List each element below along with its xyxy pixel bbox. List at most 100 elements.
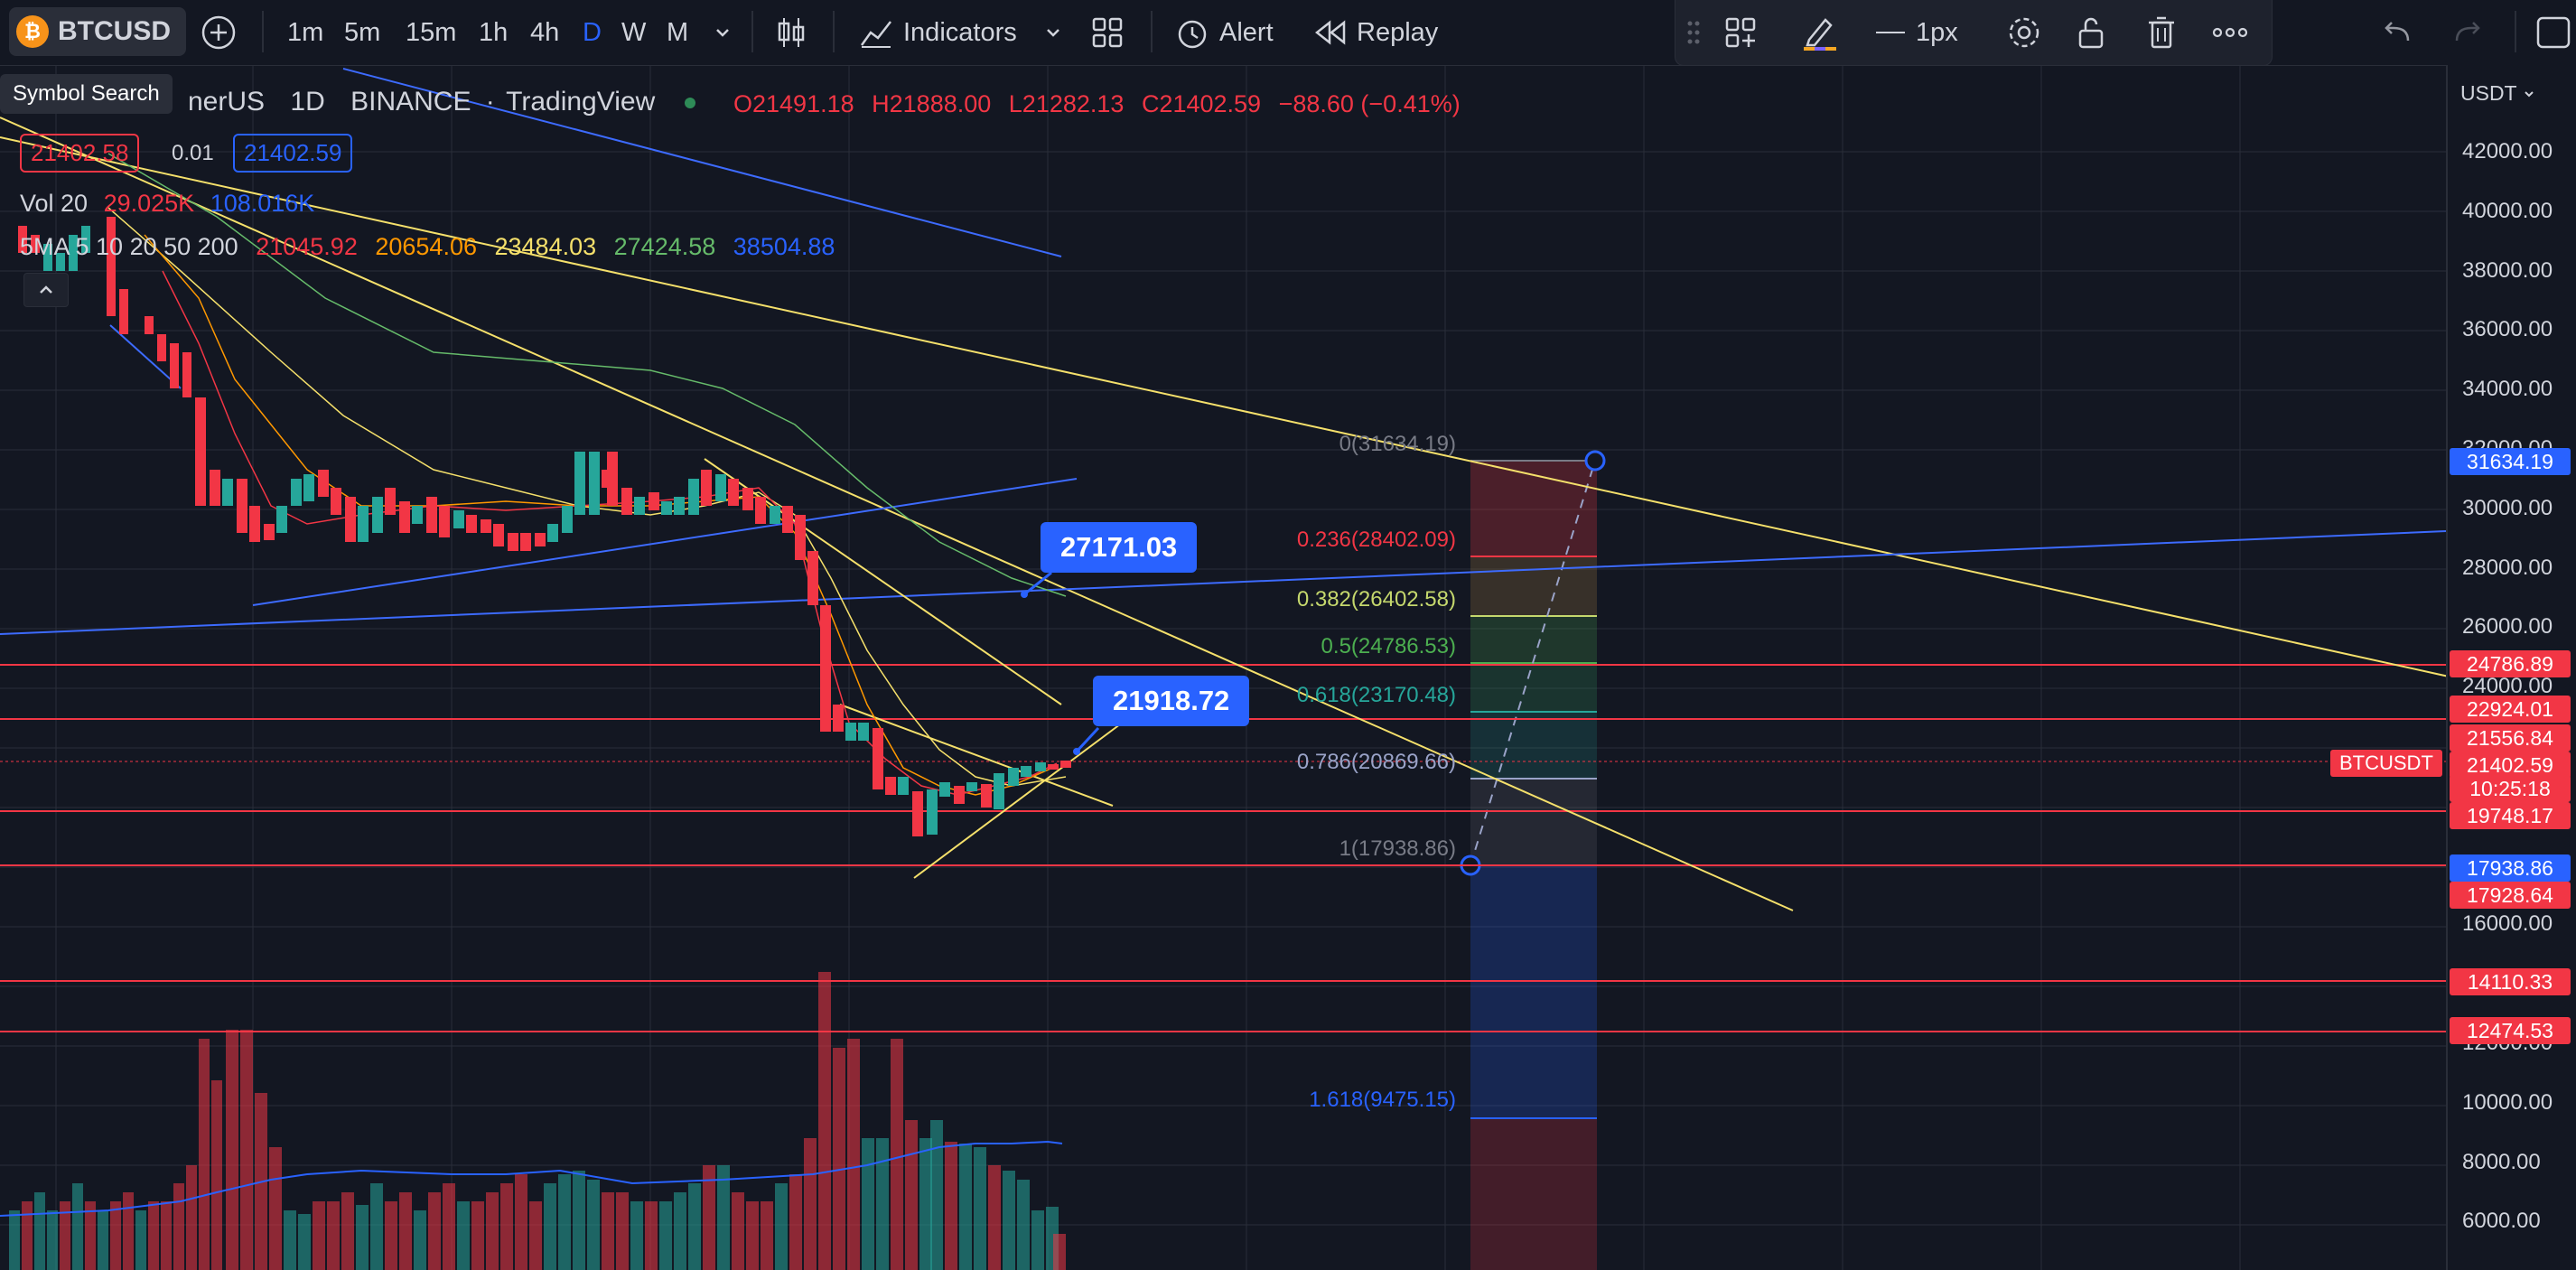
indicators-dropdown[interactable]: [1044, 0, 1062, 65]
lock-button[interactable]: [2075, 0, 2107, 65]
axis-tick-label: 26000.00: [2462, 614, 2553, 640]
redo-button[interactable]: [2451, 0, 2484, 65]
price-chart[interactable]: [0, 65, 2446, 1270]
chevron-down-icon: [2524, 91, 2534, 98]
trash-icon: [2149, 16, 2174, 49]
drag-handle-icon: [1687, 21, 1700, 44]
axis-price-tag: 17938.86: [2450, 854, 2571, 882]
line-width-button[interactable]: 1px: [1876, 0, 1958, 65]
spread-label: 0.01: [172, 141, 214, 165]
axis-price-tag: 10:25:18: [2450, 775, 2571, 802]
line-width-icon: [1876, 32, 1905, 33]
fib-level-0236: 0.236(28402.09): [1296, 528, 1456, 552]
ohlc-legend: O21491.18 H21888.00 L21282.13 C21402.59 …: [733, 90, 1461, 117]
price-callout-2[interactable]: 21918.72: [1093, 676, 1250, 726]
axis-price-tag: 17928.64: [2450, 882, 2571, 909]
axis-tick-label: 8000.00: [2462, 1149, 2541, 1174]
indicators-button[interactable]: Indicators: [858, 0, 1017, 65]
rewind-icon: [1315, 20, 1346, 45]
price-callout-1[interactable]: 27171.03: [1041, 522, 1198, 573]
axis-tick-label: 40000.00: [2462, 198, 2553, 223]
intervals-dropdown[interactable]: [714, 0, 732, 65]
axis-price-tag: 21402.59: [2450, 752, 2571, 779]
sell-button[interactable]: 21402.58: [20, 134, 140, 173]
axis-price-tag: 12474.53: [2450, 1017, 2571, 1044]
chevron-up-icon: [40, 285, 52, 294]
interval-15m[interactable]: 15m: [406, 17, 457, 47]
axis-tick-label: 16000.00: [2462, 911, 2553, 937]
add-symbol-button[interactable]: [201, 0, 237, 65]
symbol-price-tag: BTCUSDT: [2330, 750, 2442, 777]
interval-4h[interactable]: 4h: [530, 17, 560, 47]
delete-button[interactable]: [2145, 0, 2178, 65]
sma-legend: 5MA 5 10 20 50 200 21045.92 20654.06 234…: [20, 233, 835, 260]
chevron-down-icon: [716, 29, 729, 37]
symbol-legend: nerUS 1D BINANCE · TradingView: [188, 87, 695, 117]
axis-price-tag: 31634.19: [2450, 448, 2571, 475]
fib-level-0: 0(31634.19): [1339, 432, 1456, 456]
axis-price-tag: 21556.84: [2450, 724, 2571, 752]
template-button[interactable]: [1724, 0, 1757, 65]
interval-d[interactable]: D: [583, 17, 602, 47]
unlock-icon: [2078, 17, 2104, 49]
drawing-toolbar: 1px: [1675, 0, 2273, 66]
fib-level-0382: 0.382(26402.58): [1296, 587, 1456, 612]
symbol-search-tooltip: Symbol Search: [0, 74, 173, 114]
axis-tick-label: 38000.00: [2462, 257, 2553, 283]
line-color-button[interactable]: [1802, 0, 1838, 65]
templates-button[interactable]: [1091, 0, 1124, 65]
plus-circle-icon: [201, 15, 236, 50]
drag-handle[interactable]: [1685, 0, 1703, 65]
gear-icon: [2009, 17, 2039, 48]
axis-price-tag: 14110.33: [2450, 968, 2571, 995]
axis-price-tag: 24786.89: [2450, 650, 2571, 677]
axis-price-tag: 22924.01: [2450, 696, 2571, 723]
currency-selector[interactable]: USDT: [2460, 81, 2535, 106]
bitcoin-icon: ₿: [16, 15, 49, 48]
axis-tick-label: 34000.00: [2462, 377, 2553, 402]
market-status-icon: [684, 98, 695, 109]
volume-legend: Vol 20 29.025K 108.016K: [20, 190, 315, 217]
undo-button[interactable]: [2381, 0, 2413, 65]
interval-m[interactable]: M: [667, 17, 689, 47]
collapse-legend-button[interactable]: [23, 273, 69, 307]
fullscreen-icon: [2536, 16, 2571, 49]
more-button[interactable]: [2212, 0, 2248, 65]
alarm-clock-icon: [1178, 20, 1207, 49]
axis-tick-label: 36000.00: [2462, 317, 2553, 342]
axis-tick-label: 28000.00: [2462, 555, 2553, 580]
symbol-label: BTCUSD: [58, 16, 171, 46]
volume-bars: [0, 972, 1066, 1270]
fib-level-0786: 0.786(20869.66): [1296, 750, 1456, 774]
replay-button[interactable]: Replay: [1315, 0, 1438, 65]
buy-button[interactable]: 21402.59: [233, 134, 353, 173]
add-template-icon: [1725, 17, 1756, 48]
axis-tick-label: 6000.00: [2462, 1209, 2541, 1234]
axis-tick-label: 24000.00: [2462, 674, 2553, 699]
fullscreen-button[interactable]: [2534, 0, 2571, 65]
fib-level-05: 0.5(24786.53): [1321, 634, 1456, 658]
symbol-button[interactable]: ₿ BTCUSD: [9, 7, 186, 56]
interval-1m[interactable]: 1m: [287, 17, 324, 47]
candlestick-icon: [778, 18, 805, 47]
interval-1h[interactable]: 1h: [479, 17, 509, 47]
axis-tick-label: 10000.00: [2462, 1089, 2553, 1115]
grid-icon: [1092, 17, 1123, 48]
fib-retracement: [1460, 450, 1606, 1270]
pencil-icon: [1804, 18, 1836, 51]
trend-lines: [0, 68, 2446, 911]
interval-5m[interactable]: 5m: [344, 17, 381, 47]
more-horizontal-icon: [2212, 27, 2248, 38]
fib-level-0618: 0.618(23170.48): [1296, 683, 1456, 707]
indicators-icon: [860, 21, 891, 48]
top-toolbar: ₿ BTCUSD 1m 5m 15m 1h 4h D W M Indicator…: [0, 0, 2576, 66]
chart-type-button[interactable]: [775, 0, 807, 65]
chart-grid: [0, 65, 2446, 1270]
fib-level-1618: 1.618(9475.15): [1309, 1088, 1456, 1112]
interval-w[interactable]: W: [621, 17, 647, 47]
axis-tick-label: 42000.00: [2462, 139, 2553, 163]
alert-button[interactable]: Alert: [1174, 0, 1274, 65]
fib-level-1: 1(17938.86): [1339, 836, 1456, 861]
settings-button[interactable]: [2006, 0, 2042, 65]
redo-icon: [2455, 22, 2480, 42]
